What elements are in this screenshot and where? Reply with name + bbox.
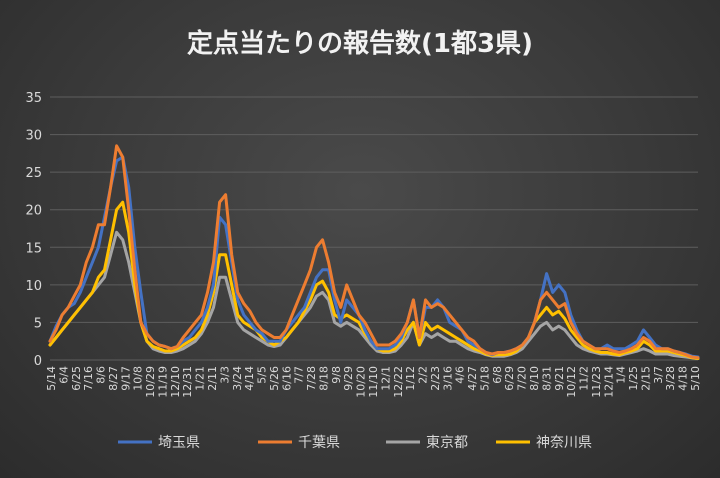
x-tick-label: 12/1 <box>379 366 392 391</box>
x-tick-label: 4/27 <box>466 366 479 391</box>
x-tick-label: 2/11 <box>206 366 219 391</box>
x-tick-label: 10/29 <box>144 366 157 398</box>
x-tick-label: 7/28 <box>305 366 318 391</box>
legend-label: 神奈川県 <box>536 435 592 451</box>
legend-label: 千葉県 <box>298 435 340 451</box>
x-tick-label: 10/12 <box>565 366 578 398</box>
x-tick-label: 4/14 <box>243 366 256 391</box>
gridlines <box>50 96 698 361</box>
y-tick-label: 20 <box>25 204 42 219</box>
x-tick-label: 2/23 <box>429 366 442 391</box>
chart-title: 定点当たりの報告数(1都3県) <box>187 28 533 59</box>
x-tick-label: 6/25 <box>70 366 83 391</box>
x-tick-label: 9/8 <box>330 366 343 384</box>
series-lines <box>48 144 700 360</box>
y-tick-label: 25 <box>25 166 42 181</box>
x-tick-label: 4/6 <box>454 366 467 384</box>
x-tick-label: 3/24 <box>231 366 244 391</box>
x-tick-label: 6/4 <box>57 366 70 384</box>
x-tick-label: 2/15 <box>639 366 652 391</box>
x-tick-label: 8/27 <box>107 366 120 391</box>
legend-label: 東京都 <box>426 435 468 451</box>
x-tick-label: 4/18 <box>677 366 690 391</box>
x-tick-label: 3/28 <box>664 366 677 391</box>
x-tick-label: 12/22 <box>392 366 405 398</box>
x-tick-label: 2/2 <box>417 366 430 384</box>
x-tick-label: 5/10 <box>689 366 702 391</box>
x-tick-label: 9/21 <box>553 366 566 391</box>
legend-label: 埼玉県 <box>158 435 200 451</box>
x-tick-label: 11/10 <box>367 366 380 398</box>
legend: 埼玉県 千葉県 東京都 神奈川県 <box>118 435 592 451</box>
x-tick-label: 10/20 <box>355 366 368 398</box>
x-tick-label: 7/20 <box>516 366 529 391</box>
x-tick-label: 9/29 <box>342 366 355 391</box>
x-tick-label: 11/19 <box>156 366 169 398</box>
y-axis-ticks: 0 5 10 15 20 25 30 35 <box>25 91 42 369</box>
x-tick-label: 5/26 <box>268 366 281 391</box>
x-tick-label: 11/23 <box>590 366 603 398</box>
series-line-1 <box>48 144 700 360</box>
series-line-0 <box>48 155 700 359</box>
x-tick-label: 5/14 <box>45 366 58 391</box>
series-line-2 <box>48 230 700 360</box>
x-tick-label: 1/21 <box>194 366 207 391</box>
x-tick-label: 3/3 <box>218 366 231 384</box>
x-tick-label: 3/16 <box>441 366 454 391</box>
x-tick-label: 12/31 <box>181 366 194 398</box>
x-tick-label: 5/18 <box>478 366 491 391</box>
y-tick-label: 30 <box>25 129 42 144</box>
x-tick-label: 6/29 <box>503 366 516 391</box>
x-tick-label: 8/10 <box>528 366 541 391</box>
y-tick-label: 5 <box>34 316 42 331</box>
y-tick-label: 10 <box>25 279 42 294</box>
x-tick-label: 7/16 <box>82 366 95 391</box>
y-tick-label: 35 <box>25 91 42 106</box>
x-tick-label: 1/4 <box>615 366 628 384</box>
x-tick-label: 5/5 <box>256 366 269 384</box>
x-tick-label: 12/14 <box>602 366 615 398</box>
x-tick-label: 6/16 <box>280 366 293 391</box>
x-tick-label: 12/10 <box>169 366 182 398</box>
x-tick-label: 8/31 <box>540 366 553 391</box>
x-tick-label: 6/8 <box>491 366 504 384</box>
x-tick-label: 1/12 <box>404 366 417 391</box>
x-axis-ticks: 5/14 6/4 6/25 7/16 8/6 8/27 9/17 10/8 10/29 11/19… <box>45 366 702 398</box>
x-tick-label: 8/6 <box>95 366 108 384</box>
y-tick-label: 0 <box>34 354 42 369</box>
x-tick-label: 7/7 <box>293 366 306 384</box>
x-tick-label: 3/7 <box>652 366 665 384</box>
x-tick-label: 9/17 <box>119 366 132 391</box>
x-tick-label: 8/18 <box>317 366 330 391</box>
x-tick-label: 1/25 <box>627 366 640 391</box>
x-tick-label: 11/2 <box>578 366 591 391</box>
y-tick-label: 15 <box>25 241 42 256</box>
x-tick-label: 10/8 <box>132 366 145 391</box>
